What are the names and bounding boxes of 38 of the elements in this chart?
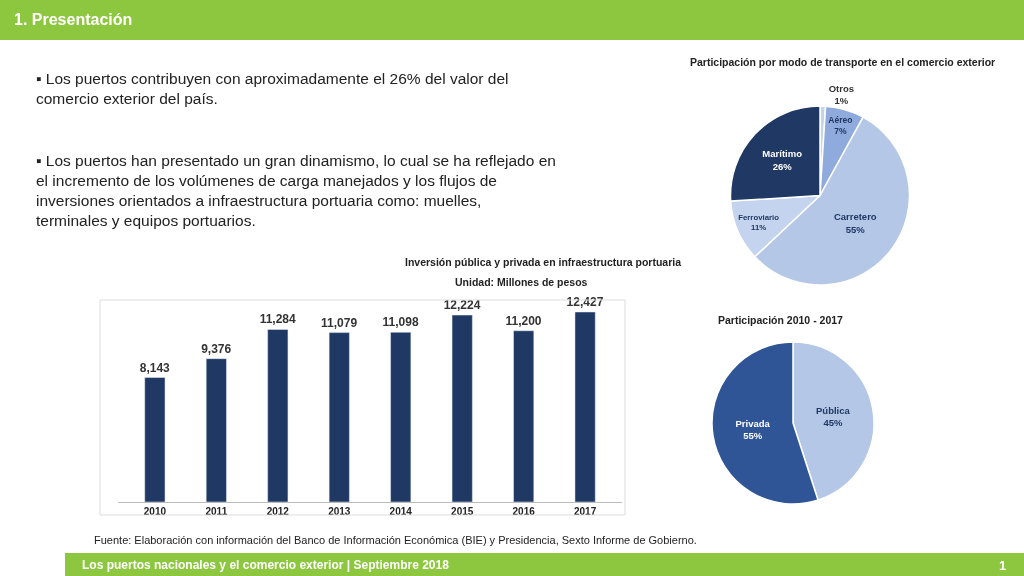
data-label: 9,376 bbox=[201, 341, 232, 356]
data-label: 11,200 bbox=[505, 313, 542, 328]
slice-label: Pública bbox=[816, 404, 851, 416]
x-tick-label: 2013 bbox=[328, 506, 351, 517]
text: ▪ Los puertos han presentado un gran dinamismo, lo cual se ha reflejado en el incremento de los volúmenes de carga manejados y los flujos de inversiones orientados a infraestructura portuaria como: muelles, terminales y equipos portuarios. bbox=[36, 152, 556, 230]
text: Los puertos nacionales y el comercio exterior | Septiembre 2018 bbox=[82, 558, 450, 572]
slice-label: Carretero bbox=[833, 211, 877, 223]
x-tick-label: 2010 bbox=[143, 506, 167, 517]
data-label: 7% bbox=[834, 125, 847, 136]
x-tick-label: 2017 bbox=[573, 506, 597, 517]
data-label: 11,098 bbox=[382, 315, 419, 330]
slice-label: Aéreo bbox=[828, 114, 853, 125]
source-note: Fuente: Elaboración con información del Banco de Información Económica (BIE) y Presidencia, Sexto Informe de Gobierno. bbox=[94, 534, 697, 546]
chart-title: Inversión pública y privada en infraestructura portuaria bbox=[405, 256, 682, 268]
data-label: 8,143 bbox=[139, 360, 171, 375]
x-tick-label: 2016 bbox=[512, 506, 536, 517]
chart-title: Participación 2010 - 2017 bbox=[718, 314, 844, 326]
data-label: 45% bbox=[823, 417, 843, 429]
chart-subtitle: Unidad: Millones de pesos bbox=[455, 276, 588, 288]
chart-title: Participación por modo de transporte en el comercio exterior bbox=[690, 56, 996, 68]
data-label: 26% bbox=[772, 160, 793, 172]
slice-label: Marítimo bbox=[762, 148, 803, 160]
data-label: 12,427 bbox=[566, 295, 604, 309]
data-label: 55% bbox=[743, 430, 763, 442]
x-tick-label: 2014 bbox=[389, 506, 413, 517]
slice-label: Privada bbox=[735, 417, 771, 429]
data-label: 55% bbox=[845, 223, 866, 235]
data-label: 11,079 bbox=[321, 315, 358, 330]
data-label: 12,224 bbox=[443, 298, 481, 313]
slice-label: Otros bbox=[828, 82, 854, 94]
data-label: 11,284 bbox=[259, 312, 296, 327]
x-tick-label: 2015 bbox=[451, 506, 474, 517]
text: ▪ Los puertos contribuyen con aproximadamente el 26% del valor del comercio exterior del país. bbox=[36, 70, 509, 108]
text: 1. Presentación bbox=[14, 11, 133, 28]
text: 1 bbox=[999, 558, 1007, 573]
x-tick-label: 2011 bbox=[205, 506, 228, 517]
x-tick-label: 2012 bbox=[266, 506, 290, 517]
data-label: 1% bbox=[834, 95, 849, 107]
